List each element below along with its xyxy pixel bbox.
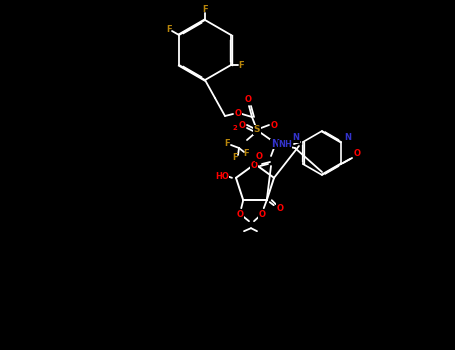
Text: F: F [243,148,249,158]
Text: O: O [271,120,278,130]
Text: O: O [256,153,263,161]
Text: F: F [202,6,208,14]
Text: HO: HO [215,172,229,181]
Text: O: O [238,120,246,130]
Text: F: F [224,140,230,148]
Text: O: O [235,110,242,119]
Text: O: O [244,94,252,104]
Text: 2: 2 [233,125,238,131]
Text: N: N [344,133,352,142]
Text: O: O [237,210,244,219]
Text: O: O [276,204,283,213]
Text: F: F [238,61,244,70]
Text: F: F [166,26,172,35]
Text: F: F [232,154,238,162]
Text: O: O [354,149,360,159]
Text: NH: NH [278,140,292,149]
Text: O: O [251,161,258,169]
Text: O: O [258,210,265,219]
Text: N: N [271,139,279,149]
Text: N: N [293,133,299,142]
Text: S: S [254,126,260,134]
